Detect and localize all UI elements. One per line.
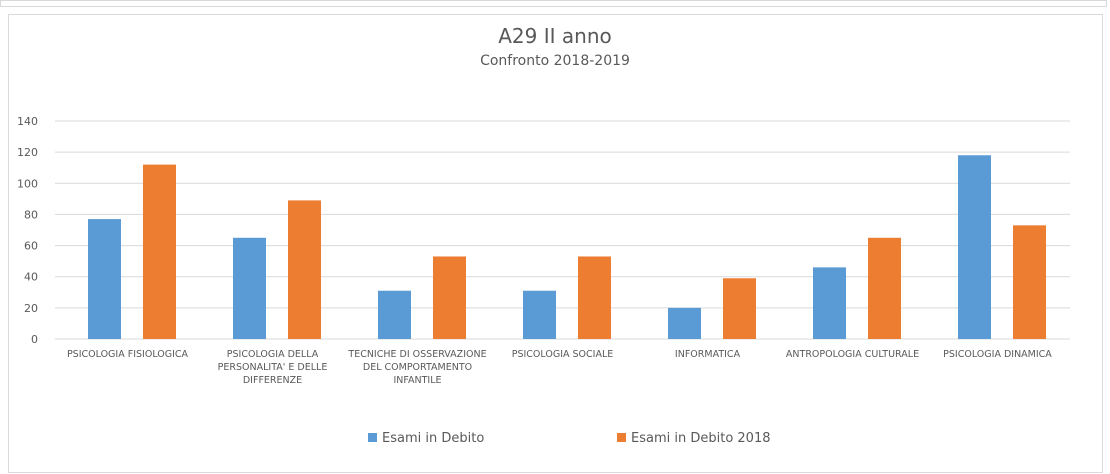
y-tick-label: 40	[24, 271, 38, 284]
legend-label: Esami in Debito	[382, 431, 484, 446]
bar	[958, 155, 991, 339]
bar	[868, 237, 901, 339]
x-tick-label: TECNICHE DI OSSERVAZIONE DEL COMPORTAMEN…	[348, 349, 487, 386]
y-tick-label: 120	[17, 146, 38, 159]
chart-frame	[8, 14, 1103, 473]
y-tick-label: 20	[24, 302, 38, 315]
x-tick-label: PSICOLOGIA DELLA PERSONALITA' E DELLE DI…	[217, 349, 328, 386]
y-tick-label: 140	[17, 115, 38, 128]
y-tick-label: 100	[17, 177, 38, 190]
bar	[88, 219, 121, 339]
legend-swatch	[617, 433, 626, 442]
legend-label: Esami in Debito 2018	[631, 431, 770, 446]
x-tick-label: PSICOLOGIA FISIOLOGICA	[66, 349, 189, 360]
y-tick-label: 80	[24, 208, 38, 221]
x-tick-label: PSICOLOGIA DINAMICA	[943, 349, 1052, 360]
y-tick-label: 60	[24, 240, 38, 253]
legend-swatch	[368, 433, 377, 442]
y-tick-label: 0	[31, 333, 38, 346]
x-tick-label: ANTROPOLOGIA CULTURALE	[785, 349, 920, 360]
bar	[668, 307, 701, 339]
bar	[578, 256, 611, 339]
bar	[288, 200, 321, 339]
top-frame	[0, 0, 1107, 7]
bar	[378, 290, 411, 339]
bar	[723, 278, 756, 339]
chart-subtitle: Confronto 2018-2019	[480, 53, 630, 69]
bar	[523, 290, 556, 339]
bar	[233, 237, 266, 339]
chart-title: A29 II anno	[498, 24, 612, 48]
bar	[1013, 225, 1046, 339]
bar	[813, 267, 846, 339]
bar	[143, 164, 176, 339]
bar	[433, 256, 466, 339]
x-tick-label: PSICOLOGIA SOCIALE	[511, 349, 614, 360]
x-tick-label: INFORMATICA	[674, 349, 741, 360]
